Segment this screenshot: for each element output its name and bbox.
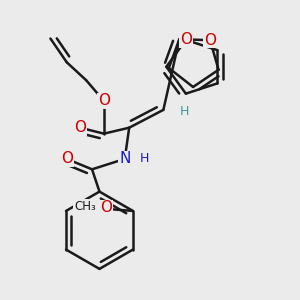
- Text: O: O: [180, 32, 192, 47]
- Text: O: O: [61, 152, 73, 166]
- Text: H: H: [179, 105, 189, 118]
- Text: CH₃: CH₃: [74, 200, 96, 213]
- Text: H: H: [140, 152, 149, 165]
- Text: O: O: [74, 120, 86, 135]
- Text: O: O: [100, 200, 112, 215]
- Text: O: O: [98, 94, 110, 109]
- Text: N: N: [119, 152, 130, 166]
- Text: O: O: [204, 33, 216, 48]
